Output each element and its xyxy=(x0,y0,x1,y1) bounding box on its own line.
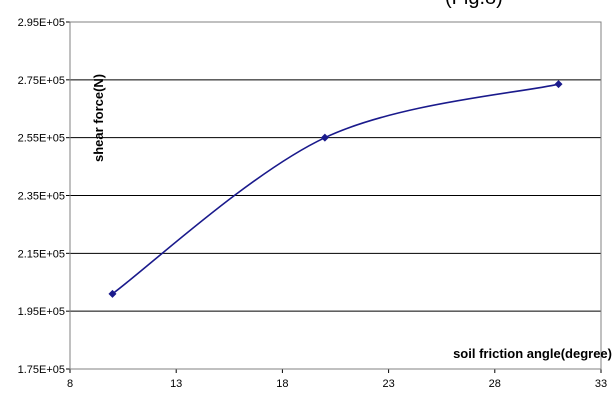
y-axis-tick-labels: 1.75E+05 1.95E+05 2.15E+05 2.35E+05 2.55E+05… xyxy=(18,17,65,376)
data-points xyxy=(108,80,563,298)
data-point-marker xyxy=(320,133,329,142)
data-point-marker xyxy=(554,80,563,89)
x-tick-label: 28 xyxy=(489,378,501,390)
y-tick-label: 2.35E+05 xyxy=(18,191,65,203)
y-tick-label: 2.95E+05 xyxy=(18,17,65,29)
gridlines xyxy=(66,21,601,370)
x-tick-label: 23 xyxy=(382,378,394,390)
x-tick-label: 13 xyxy=(170,378,182,390)
y-tick-label: 2.15E+05 xyxy=(18,248,65,260)
data-point-marker xyxy=(108,289,117,298)
y-tick-label: 1.95E+05 xyxy=(18,306,65,318)
plot-area xyxy=(69,21,602,370)
y-axis-label: shear force(N) xyxy=(91,74,106,162)
x-tick-label: 18 xyxy=(276,378,288,390)
y-tick-label: 2.75E+05 xyxy=(18,75,65,87)
x-axis-label: soil friction angle(degree) xyxy=(453,346,612,361)
x-axis-tick-labels: 8 13 18 23 28 33 xyxy=(67,369,607,390)
y-tick-label: 2.55E+05 xyxy=(18,133,65,145)
x-tick-label: 33 xyxy=(595,378,607,390)
y-tick-label: 1.75E+05 xyxy=(18,364,65,376)
series-line xyxy=(112,83,559,295)
x-tick-label: 8 xyxy=(67,378,73,390)
chart-title-fragment: (Fig.8) xyxy=(445,0,503,9)
